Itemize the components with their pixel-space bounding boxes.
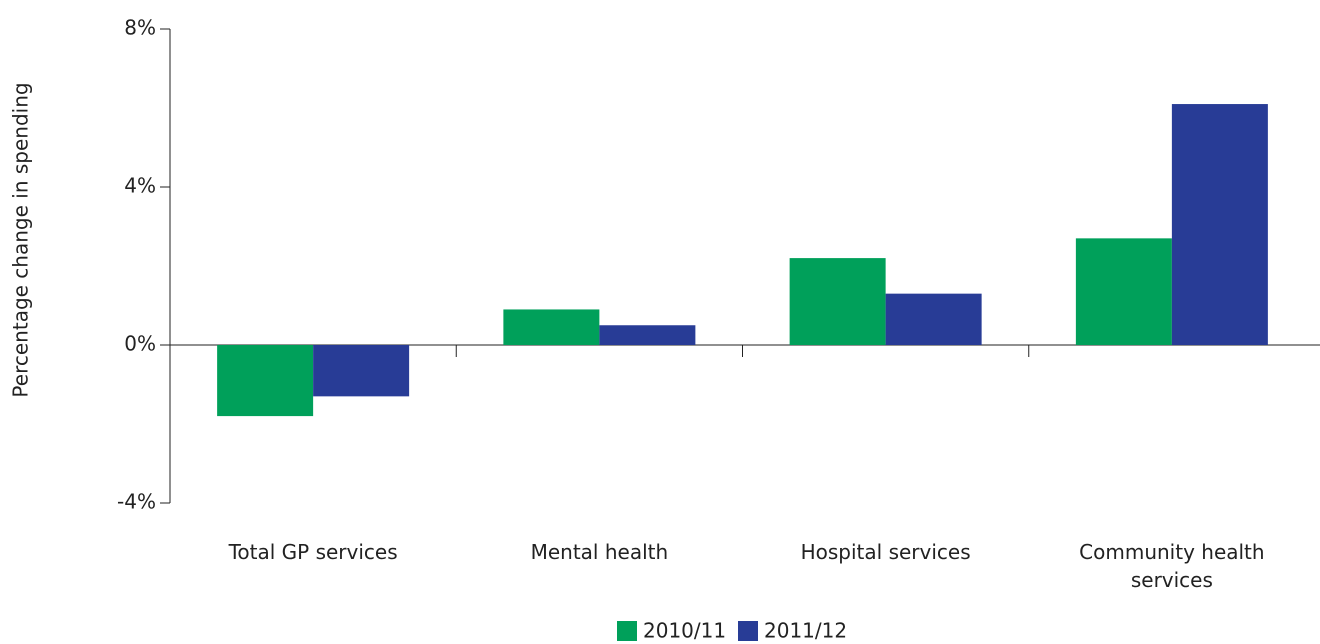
legend-label: 2010/11 [643,619,726,643]
legend-swatch [617,621,637,641]
y-tick-label: 4% [124,174,156,198]
y-tick-label: 8% [124,16,156,40]
y-axis-label: Percentage change in spending [9,82,33,397]
bar [885,293,982,345]
x-tick-label: Community health services [1079,540,1265,592]
x-tick-label: Total GP services [228,540,398,564]
legend-swatch [738,621,758,641]
x-tick-label: Mental health [530,540,669,564]
bar [503,309,600,345]
y-tick-label: -4% [117,490,156,514]
x-tick-label: Hospital services [800,540,971,564]
bar [313,345,410,397]
legend-label: 2011/12 [764,619,847,643]
bar [1171,104,1268,345]
bar [789,258,886,345]
y-tick-label: 0% [124,332,156,356]
bar [1075,238,1172,345]
bar [217,345,314,417]
bar [599,325,696,345]
